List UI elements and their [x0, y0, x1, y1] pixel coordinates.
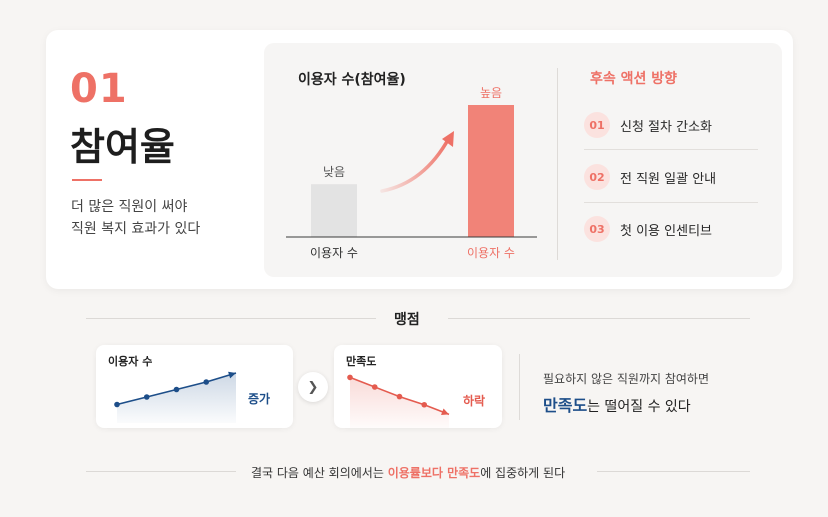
pitfall-rule-left — [86, 318, 376, 319]
trend-point — [173, 386, 180, 393]
follow-up-label: 첫 이용 인센티브 — [620, 223, 712, 239]
trend-point — [347, 374, 353, 381]
mini-card-title: 만족도 — [346, 355, 377, 368]
pitfall-conclusion-rest: 는 떨어질 수 있다 — [587, 399, 691, 415]
pitfall-divider — [519, 354, 520, 420]
chart-panel — [264, 43, 782, 277]
mini-card-title: 이용자 수 — [108, 355, 153, 368]
bottom-rule-left — [86, 471, 236, 472]
list-divider — [584, 202, 758, 203]
chart-title: 이용자 수(참여율) — [298, 72, 406, 88]
trend-arrowhead — [228, 371, 236, 379]
satisfaction-trend-line — [347, 374, 450, 428]
follow-up-number: 03 — [584, 216, 610, 242]
bar-low — [311, 184, 357, 237]
trend-arrowhead — [441, 408, 449, 415]
trend-arrow — [380, 136, 451, 193]
trend-tag: 증가 — [248, 390, 270, 407]
trend-tag-label: 하락 — [463, 394, 486, 408]
summary-suffix: 에 집중하게 된다 — [480, 466, 566, 480]
category-label: 이용자 수 — [310, 246, 358, 260]
follow-up-label: 전 직원 일괄 안내 — [620, 171, 717, 187]
description-line-2: 직원 복지 효과가 있다 — [71, 221, 201, 237]
follow-up-item: 02 전 직원 일괄 안내 — [584, 164, 716, 190]
follow-up-number: 02 — [584, 164, 610, 190]
trend-area — [117, 373, 236, 423]
pitfall-description: 필요하지 않은 직원까지 참여하면 — [543, 372, 710, 386]
bottom-rule-right — [597, 471, 750, 472]
pitfall-title: 맹점 — [394, 312, 420, 328]
bottom-summary: 결국 다음 예산 회의에서는 이용률보다 만족도에 집중하게 된다 — [251, 464, 565, 481]
description-line-1: 더 많은 직원이 써야 — [71, 199, 188, 215]
follow-up-title: 후속 액션 방향 — [590, 71, 678, 87]
trend-point — [396, 393, 403, 400]
trend-area — [350, 377, 449, 428]
users-trend-card: 이용자 수 증가 — [96, 345, 293, 428]
follow-up-label: 신청 절차 간소화 — [620, 119, 712, 135]
pitfall-emphasis: 만족도 — [543, 396, 588, 415]
summary-highlight: 이용률보다 만족도 — [387, 466, 481, 480]
chevron-right-icon: ❯ — [298, 372, 328, 402]
category-label: 이용자 수 — [467, 246, 515, 260]
vertical-divider — [557, 68, 558, 260]
trend-tag-label: 증가 — [248, 392, 271, 406]
trend-point — [371, 384, 378, 390]
follow-up-item: 03 첫 이용 인센티브 — [584, 216, 712, 242]
bar-value-label: 낮음 — [323, 165, 345, 179]
follow-up-item: 01 신청 절차 간소화 — [584, 112, 712, 138]
bar-value-label: 높음 — [480, 86, 502, 100]
trend-arrowhead — [442, 131, 454, 147]
trend-point — [203, 379, 210, 385]
satisfaction-trend-card: 만족도 하락 — [334, 345, 502, 428]
section-description: 더 많은 직원이 써야 직원 복지 효과가 있다 — [71, 196, 200, 240]
pitfall-rule-right — [448, 318, 750, 319]
trend-point — [114, 401, 120, 408]
follow-up-number: 01 — [584, 112, 610, 138]
accent-divider — [72, 179, 102, 181]
summary-prefix: 결국 다음 예산 회의에서는 — [251, 466, 388, 480]
users-trend-line — [114, 371, 237, 423]
section-title: 참여율 — [70, 125, 175, 169]
section-number: 01 — [70, 66, 128, 112]
trend-point — [143, 394, 150, 400]
pitfall-conclusion: 만족도는 떨어질 수 있다 — [543, 392, 691, 416]
trend-tag: 하락 — [463, 392, 485, 409]
bar-high — [468, 105, 514, 237]
trend-point — [421, 401, 428, 408]
list-divider — [584, 149, 758, 150]
